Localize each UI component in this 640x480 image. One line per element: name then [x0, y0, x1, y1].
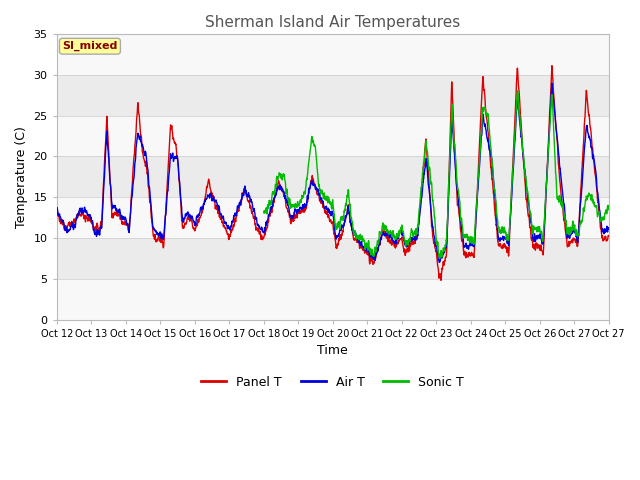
Bar	[57, 116, 609, 156]
Panel T	[548, 63, 556, 69]
Air T	[366, 252, 374, 258]
Bar	[57, 75, 609, 116]
Bar	[57, 156, 609, 197]
Panel T	[598, 228, 605, 234]
Panel T	[499, 242, 507, 248]
Air T	[531, 234, 538, 240]
Panel T	[108, 212, 116, 218]
Bar	[57, 238, 609, 279]
Bar	[57, 34, 609, 75]
Panel T	[531, 243, 538, 249]
Panel T	[437, 277, 445, 283]
Line: Sonic T: Sonic T	[264, 91, 609, 258]
Line: Air T: Air T	[57, 84, 609, 263]
Air T	[108, 200, 116, 206]
Air T	[499, 235, 507, 240]
Y-axis label: Temperature (C): Temperature (C)	[15, 126, 28, 228]
Panel T	[53, 211, 61, 216]
Bar	[57, 279, 609, 320]
Air T	[53, 206, 61, 212]
Sonic T	[366, 246, 374, 252]
Sonic T	[499, 225, 507, 230]
Air T	[435, 260, 443, 265]
Sonic T	[530, 225, 538, 230]
Air T	[548, 81, 556, 86]
Bar	[57, 197, 609, 238]
Air T	[605, 227, 612, 232]
Panel T	[366, 261, 374, 267]
X-axis label: Time: Time	[317, 344, 348, 357]
Panel T	[227, 228, 235, 233]
Legend: Panel T, Air T, Sonic T: Panel T, Air T, Sonic T	[196, 371, 469, 394]
Panel T	[605, 233, 612, 239]
Air T	[598, 220, 605, 226]
Sonic T	[597, 218, 605, 224]
Sonic T	[605, 207, 612, 213]
Text: SI_mixed: SI_mixed	[62, 41, 118, 51]
Air T	[227, 224, 235, 230]
Line: Panel T: Panel T	[57, 66, 609, 280]
Title: Sherman Island Air Temperatures: Sherman Island Air Temperatures	[205, 15, 460, 30]
